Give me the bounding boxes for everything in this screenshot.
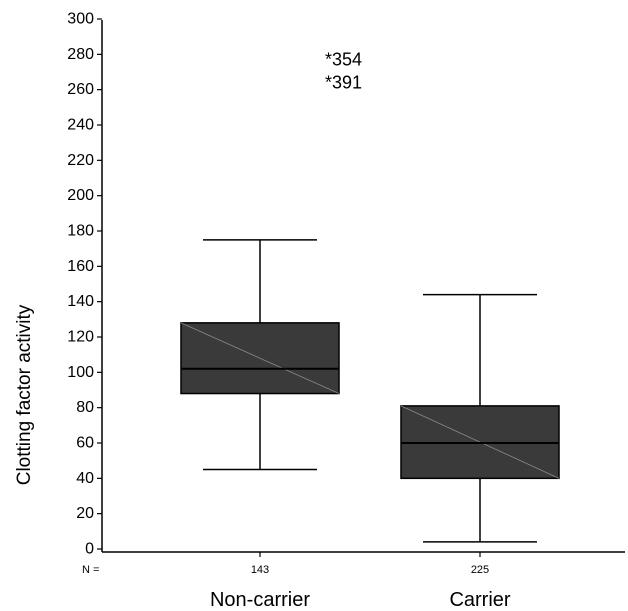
y-tick-label: 80 [76, 399, 94, 416]
y-tick-label: 300 [67, 11, 94, 28]
n-count-label: 143 [251, 564, 269, 576]
y-tick-label: 140 [67, 293, 94, 310]
y-tick-label: 240 [67, 117, 94, 134]
y-tick-label: 120 [67, 329, 94, 346]
y-tick-label: 260 [67, 81, 94, 98]
category-label: Carrier [449, 589, 510, 611]
plot-area: 0 20 40 60 80 100 120 140 160 180 200 220 240 260 280 3… [67, 11, 625, 611]
n-count-label: 225 [471, 564, 489, 576]
y-tick-label: 180 [67, 223, 94, 240]
outlier-label: *354 [325, 50, 362, 70]
y-axis-label: Clotting factor activity [14, 304, 35, 485]
y-tick-label: 0 [85, 541, 94, 558]
y-tick-label: 100 [67, 364, 94, 381]
n-prefix-label: N = [82, 564, 99, 576]
outlier-label: *391 [325, 73, 362, 93]
y-tick-label: 40 [76, 470, 94, 487]
y-tick-label: 220 [67, 152, 94, 169]
y-tick-label: 280 [67, 46, 94, 63]
y-tick-label: 20 [76, 505, 94, 522]
y-tick-label: 200 [67, 187, 94, 204]
y-tick-label: 160 [67, 258, 94, 275]
box-diagonal [180, 322, 340, 394]
category-label: Non-carrier [210, 589, 310, 611]
y-tick-label: 60 [76, 435, 94, 452]
